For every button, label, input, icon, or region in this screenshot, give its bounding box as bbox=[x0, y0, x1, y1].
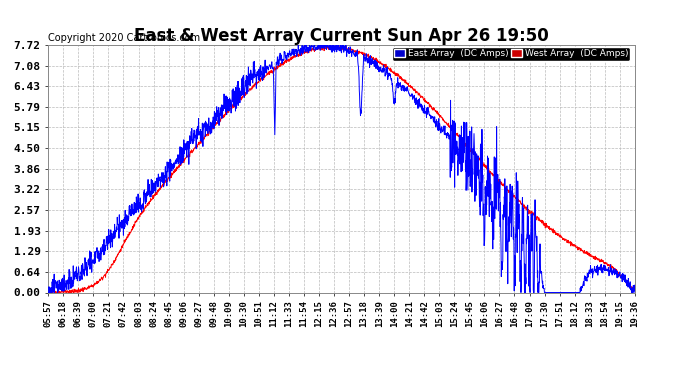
Legend: East Array  (DC Amps), West Array  (DC Amps): East Array (DC Amps), West Array (DC Amp… bbox=[392, 47, 630, 60]
Title: East & West Array Current Sun Apr 26 19:50: East & West Array Current Sun Apr 26 19:… bbox=[134, 27, 549, 45]
Text: Copyright 2020 Cartronics.com: Copyright 2020 Cartronics.com bbox=[48, 33, 200, 42]
